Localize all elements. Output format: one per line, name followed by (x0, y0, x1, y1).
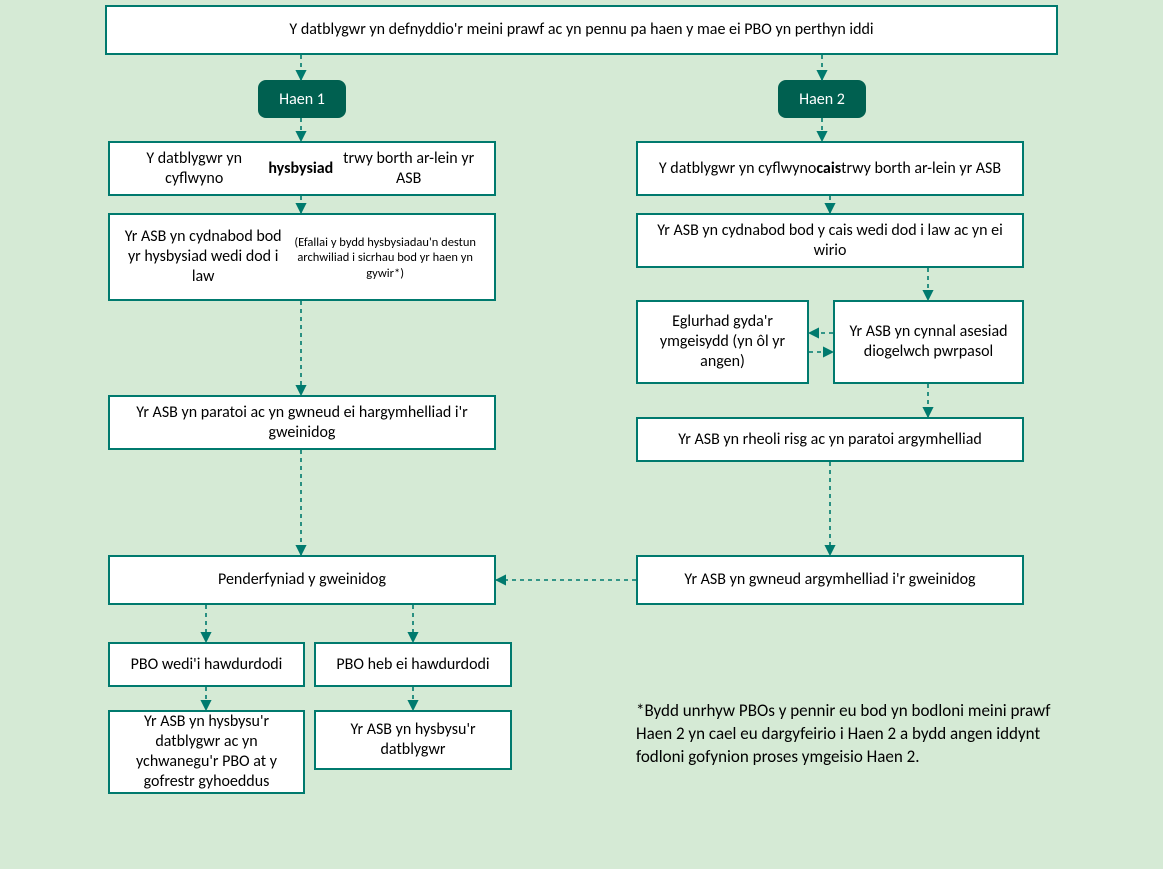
node-h2-risk: Yr ASB yn rheoli risg ac yn paratoi argy… (636, 417, 1024, 462)
node-h2-assess: Yr ASB yn cynnal asesiad diogelwch pwrpa… (833, 300, 1024, 384)
node-h2-clar: Eglurhad gyda'r ymgeisydd (yn ôl yr ange… (636, 300, 809, 384)
pill-haen-2: Haen 2 (778, 80, 866, 118)
node-h1-rec: Yr ASB yn paratoi ac yn gwneud ei hargym… (108, 395, 496, 450)
node-decision: Penderfyniad y gweinidog (108, 555, 496, 605)
node-noauth: PBO heb ei hawdurdodi (314, 642, 512, 687)
node-notify: Yr ASB yn hysbysu'r datblygwr (314, 710, 512, 770)
pill-haen-1: Haen 1 (258, 80, 346, 118)
node-h2-ack: Yr ASB yn cydnabod bod y cais wedi dod i… (636, 213, 1024, 268)
node-notify-add: Yr ASB yn hysbysu'r datblygwr ac yn ychw… (108, 710, 305, 794)
node-h2-min-rec: Yr ASB yn gwneud argymhelliad i'r gweini… (636, 555, 1024, 605)
node-top: Y datblygwr yn defnyddio'r meini prawf a… (105, 5, 1058, 55)
node-auth: PBO wedi'i hawdurdodi (108, 642, 305, 687)
node-h1-ack: Yr ASB yn cydnabod bod yr hysbysiad wedi… (108, 213, 496, 301)
footnote: *Bydd unrhyw PBOs y pennir eu bod yn bod… (636, 700, 1056, 769)
node-h1-submit: Y datblygwr yn cyflwyno hysbysiad trwy b… (108, 141, 496, 196)
node-h2-submit: Y datblygwr yn cyflwyno cais trwy borth … (636, 141, 1024, 196)
